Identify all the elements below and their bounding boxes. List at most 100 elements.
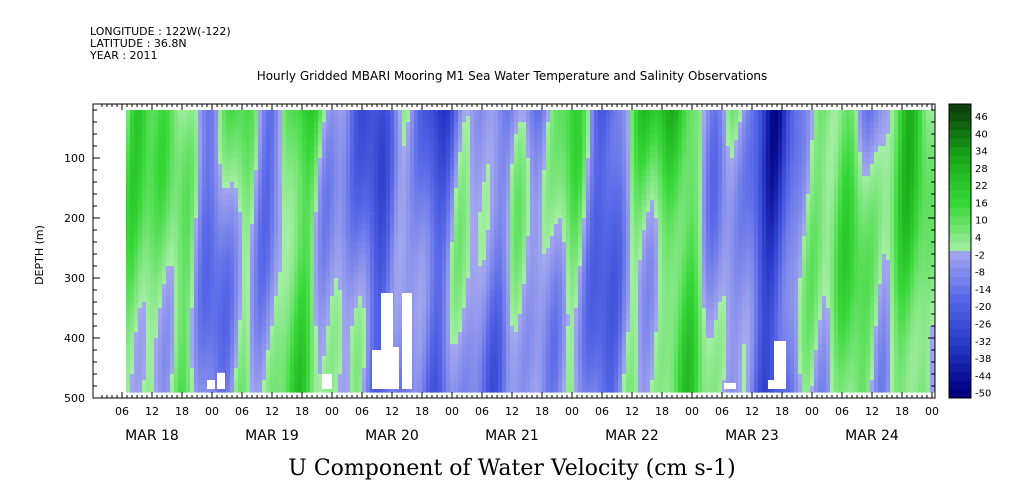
heatmap-cell: [334, 110, 339, 117]
heatmap-cell: [430, 362, 435, 369]
heatmap-cell: [142, 332, 147, 339]
heatmap-cell: [150, 314, 155, 321]
heatmap-cell: [454, 194, 459, 201]
heatmap-cell: [390, 164, 395, 171]
heatmap-cell: [334, 320, 339, 327]
heatmap-cell: [290, 350, 295, 357]
heatmap-cell: [166, 236, 171, 243]
heatmap-cell: [442, 380, 447, 387]
heatmap-cell: [402, 110, 407, 117]
heatmap-cell: [238, 386, 243, 393]
heatmap-cell: [234, 350, 239, 357]
heatmap-cell: [306, 350, 311, 357]
heatmap-cell: [510, 176, 515, 183]
heatmap-cell: [526, 206, 531, 213]
heatmap-cell: [250, 170, 255, 177]
heatmap-cell: [162, 338, 167, 345]
heatmap-cell: [278, 350, 283, 357]
heatmap-cell: [242, 350, 247, 357]
heatmap-cell: [146, 356, 151, 363]
heatmap-cell: [274, 212, 279, 219]
heatmap-cell: [498, 302, 503, 309]
heatmap-cell: [142, 200, 147, 207]
heatmap-cell: [502, 374, 507, 381]
heatmap-cell: [354, 188, 359, 195]
heatmap-cell: [310, 236, 315, 243]
heatmap-cell: [190, 146, 195, 153]
heatmap-cell: [494, 296, 499, 303]
heatmap-cell: [242, 188, 247, 195]
heatmap-cell: [154, 308, 159, 315]
heatmap-cell: [402, 152, 407, 159]
heatmap-cell: [410, 116, 415, 123]
heatmap-cell: [386, 122, 391, 129]
heatmap-cell: [394, 140, 399, 147]
heatmap-cell: [514, 386, 519, 393]
heatmap-cell: [378, 212, 383, 219]
heatmap-cell: [494, 362, 499, 369]
heatmap-cell: [302, 374, 307, 381]
heatmap-cell: [502, 146, 507, 153]
heatmap-cell: [526, 242, 531, 249]
heatmap-cell: [210, 164, 215, 171]
heatmap-cell: [234, 290, 239, 297]
heatmap-cell: [266, 152, 271, 159]
heatmap-cell: [202, 224, 207, 231]
heatmap-cell: [370, 290, 375, 297]
heatmap-cell: [466, 110, 471, 117]
heatmap-cell: [302, 218, 307, 225]
heatmap-cell: [310, 380, 315, 387]
heatmap-cell: [146, 170, 151, 177]
heatmap-cell: [190, 266, 195, 273]
heatmap-cell: [258, 182, 263, 189]
heatmap-cell: [162, 188, 167, 195]
heatmap-cell: [398, 218, 403, 225]
heatmap-cell: [546, 242, 551, 249]
heatmap-cell: [218, 242, 223, 249]
heatmap-cell: [206, 248, 211, 255]
heatmap-cell: [470, 242, 475, 249]
heatmap-cell: [346, 332, 351, 339]
heatmap-cell: [134, 248, 139, 255]
heatmap-cell: [298, 344, 303, 351]
heatmap-cell: [522, 326, 527, 333]
heatmap-cell: [450, 368, 455, 375]
heatmap-cell: [378, 236, 383, 243]
heatmap-cell: [430, 314, 435, 321]
heatmap-cell: [422, 236, 427, 243]
heatmap-cell: [402, 236, 407, 243]
heatmap-cell: [314, 290, 319, 297]
heatmap-cell: [126, 116, 131, 123]
heatmap-cell: [486, 236, 491, 243]
heatmap-cell: [486, 290, 491, 297]
heatmap-cell: [482, 290, 487, 297]
heatmap-cell: [214, 164, 219, 171]
heatmap-cell: [294, 128, 299, 135]
heatmap-cell: [486, 164, 491, 171]
heatmap-cell: [430, 128, 435, 135]
heatmap-cell: [266, 128, 271, 135]
heatmap-cell: [498, 176, 503, 183]
heatmap-cell: [454, 236, 459, 243]
heatmap-cell: [206, 164, 211, 171]
heatmap-cell: [258, 176, 263, 183]
heatmap-cell: [142, 326, 147, 333]
heatmap-cell: [310, 194, 315, 201]
heatmap-cell: [538, 332, 543, 339]
heatmap-cell: [310, 158, 315, 165]
heatmap-cell: [502, 218, 507, 225]
heatmap-cell: [174, 158, 179, 165]
heatmap-cell: [418, 224, 423, 231]
heatmap-cell: [378, 182, 383, 189]
heatmap-cell: [142, 296, 147, 303]
heatmap-cell: [522, 194, 527, 201]
heatmap-cell: [286, 110, 291, 117]
heatmap-cell: [494, 344, 499, 351]
heatmap-cell: [546, 152, 551, 159]
heatmap-cell: [294, 344, 299, 351]
heatmap-cell: [230, 200, 235, 207]
heatmap-cell: [534, 290, 539, 297]
heatmap-cell: [254, 128, 259, 135]
heatmap-cell: [386, 278, 391, 285]
heatmap-cell: [198, 188, 203, 195]
